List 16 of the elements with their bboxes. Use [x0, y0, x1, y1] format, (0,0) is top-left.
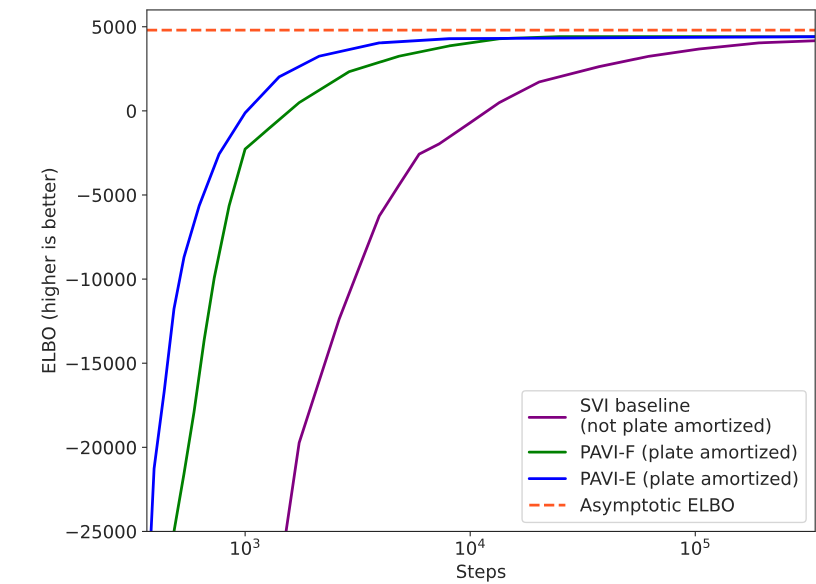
- y-tick-label: 5000: [92, 20, 136, 34]
- x-tick-label: 10$^{3}$: [231, 538, 260, 555]
- y-axis-title: ELBO (higher is better): [42, 168, 60, 372]
- x-tick-label: 10$^{4}$: [456, 538, 485, 556]
- y-tick-label: 0: [126, 104, 136, 118]
- y-tick-label: −15000: [66, 356, 136, 370]
- x-axis-title: Steps: [456, 564, 506, 582]
- legend-label: PAVI-F (plate amortized): [582, 444, 796, 462]
- legend-label: Asymptotic ELBO: [580, 498, 734, 516]
- legend-label: SVI baseline (not plate amortized): [581, 398, 770, 436]
- y-tick-label: −5000: [78, 188, 136, 202]
- y-tick-label: −10000: [66, 272, 136, 286]
- legend-label: PAVI-E (plate amortized): [582, 471, 798, 489]
- x-tick-label: 10$^{5}$: [681, 538, 710, 556]
- y-tick-label: −20000: [66, 440, 136, 454]
- y-tick-label: −25000: [66, 524, 136, 539]
